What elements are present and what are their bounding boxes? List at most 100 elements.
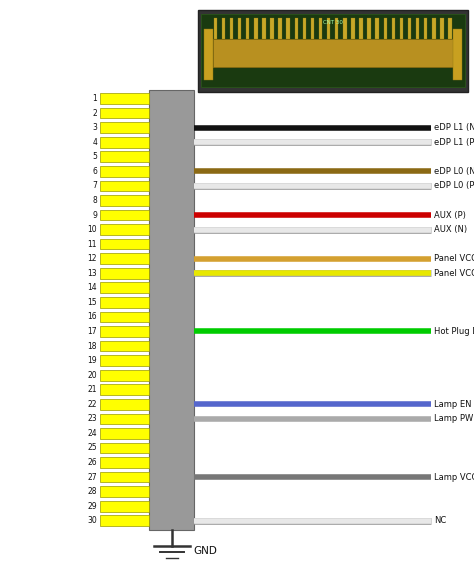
Text: Panel VCC  3.3v: Panel VCC 3.3v — [434, 269, 474, 278]
Text: 23: 23 — [88, 414, 97, 423]
FancyBboxPatch shape — [100, 501, 149, 512]
FancyBboxPatch shape — [270, 19, 273, 39]
Text: 22: 22 — [88, 400, 97, 409]
Text: Lamp VCC 12v: Lamp VCC 12v — [434, 472, 474, 481]
Text: eDP L1 (N): eDP L1 (N) — [434, 123, 474, 132]
FancyBboxPatch shape — [100, 209, 149, 220]
FancyBboxPatch shape — [246, 19, 249, 39]
FancyBboxPatch shape — [400, 19, 403, 39]
FancyBboxPatch shape — [416, 19, 419, 39]
FancyBboxPatch shape — [351, 19, 355, 39]
FancyBboxPatch shape — [213, 39, 453, 67]
Text: 6: 6 — [92, 167, 97, 176]
FancyBboxPatch shape — [100, 472, 149, 482]
FancyBboxPatch shape — [100, 224, 149, 235]
FancyBboxPatch shape — [100, 457, 149, 468]
FancyBboxPatch shape — [198, 10, 468, 92]
Text: 9: 9 — [92, 211, 97, 220]
FancyBboxPatch shape — [214, 19, 217, 39]
Text: 8: 8 — [92, 196, 97, 205]
FancyBboxPatch shape — [408, 19, 411, 39]
Text: Lamp EN: Lamp EN — [434, 400, 471, 409]
FancyBboxPatch shape — [327, 19, 330, 39]
Text: 5: 5 — [92, 152, 97, 161]
FancyBboxPatch shape — [303, 19, 306, 39]
FancyBboxPatch shape — [149, 90, 194, 530]
Text: 17: 17 — [88, 327, 97, 336]
Text: 11: 11 — [88, 240, 97, 249]
FancyBboxPatch shape — [100, 253, 149, 264]
FancyBboxPatch shape — [201, 14, 465, 87]
FancyBboxPatch shape — [100, 326, 149, 337]
Text: AUX (N): AUX (N) — [434, 225, 467, 234]
Text: eDP L1 (P): eDP L1 (P) — [434, 138, 474, 147]
Text: 28: 28 — [88, 487, 97, 496]
FancyBboxPatch shape — [238, 19, 241, 39]
FancyBboxPatch shape — [375, 19, 379, 39]
FancyBboxPatch shape — [294, 19, 298, 39]
Text: 3: 3 — [92, 123, 97, 132]
Text: 1: 1 — [92, 94, 97, 103]
Text: 25: 25 — [88, 444, 97, 453]
FancyBboxPatch shape — [383, 19, 387, 39]
Text: 15: 15 — [88, 298, 97, 307]
FancyBboxPatch shape — [100, 283, 149, 293]
Text: GND: GND — [193, 546, 217, 556]
FancyBboxPatch shape — [424, 19, 428, 39]
FancyBboxPatch shape — [100, 166, 149, 177]
FancyBboxPatch shape — [100, 341, 149, 351]
Text: 19: 19 — [88, 356, 97, 365]
FancyBboxPatch shape — [262, 19, 265, 39]
FancyBboxPatch shape — [100, 108, 149, 118]
FancyBboxPatch shape — [311, 19, 314, 39]
Text: AUX (P): AUX (P) — [434, 211, 465, 220]
FancyBboxPatch shape — [100, 399, 149, 410]
FancyBboxPatch shape — [440, 19, 444, 39]
Text: NC: NC — [434, 516, 446, 525]
FancyBboxPatch shape — [392, 19, 395, 39]
FancyBboxPatch shape — [100, 311, 149, 322]
Text: Hot Plug Detect: Hot Plug Detect — [434, 327, 474, 336]
FancyBboxPatch shape — [100, 93, 149, 104]
FancyBboxPatch shape — [278, 19, 282, 39]
Text: 30: 30 — [87, 516, 97, 525]
FancyBboxPatch shape — [448, 19, 452, 39]
FancyBboxPatch shape — [453, 29, 462, 80]
Text: 14: 14 — [88, 283, 97, 292]
FancyBboxPatch shape — [204, 29, 213, 80]
Text: 13: 13 — [88, 269, 97, 278]
FancyBboxPatch shape — [230, 19, 233, 39]
FancyBboxPatch shape — [100, 268, 149, 279]
Text: eDP L0 (P): eDP L0 (P) — [434, 181, 474, 190]
Text: 27: 27 — [88, 472, 97, 481]
Text: 7: 7 — [92, 181, 97, 190]
FancyBboxPatch shape — [359, 19, 363, 39]
FancyBboxPatch shape — [100, 239, 149, 249]
Text: 16: 16 — [88, 312, 97, 321]
Text: 26: 26 — [88, 458, 97, 467]
FancyBboxPatch shape — [335, 19, 338, 39]
FancyBboxPatch shape — [100, 195, 149, 206]
Text: eDP L0 (N): eDP L0 (N) — [434, 167, 474, 176]
FancyBboxPatch shape — [100, 486, 149, 497]
FancyBboxPatch shape — [100, 516, 149, 526]
Text: 2: 2 — [92, 109, 97, 118]
FancyBboxPatch shape — [100, 181, 149, 191]
FancyBboxPatch shape — [100, 122, 149, 133]
Text: Lamp PWM: Lamp PWM — [434, 414, 474, 423]
FancyBboxPatch shape — [100, 297, 149, 308]
FancyBboxPatch shape — [100, 151, 149, 162]
Text: 21: 21 — [88, 385, 97, 394]
FancyBboxPatch shape — [100, 385, 149, 395]
Text: 18: 18 — [88, 342, 97, 351]
Text: 20: 20 — [88, 370, 97, 379]
FancyBboxPatch shape — [100, 428, 149, 439]
FancyBboxPatch shape — [432, 19, 436, 39]
FancyBboxPatch shape — [254, 19, 257, 39]
FancyBboxPatch shape — [100, 370, 149, 381]
Text: Panel VCC  3.3v: Panel VCC 3.3v — [434, 254, 474, 263]
Text: 4: 4 — [92, 138, 97, 147]
FancyBboxPatch shape — [343, 19, 346, 39]
FancyBboxPatch shape — [319, 19, 322, 39]
FancyBboxPatch shape — [367, 19, 371, 39]
